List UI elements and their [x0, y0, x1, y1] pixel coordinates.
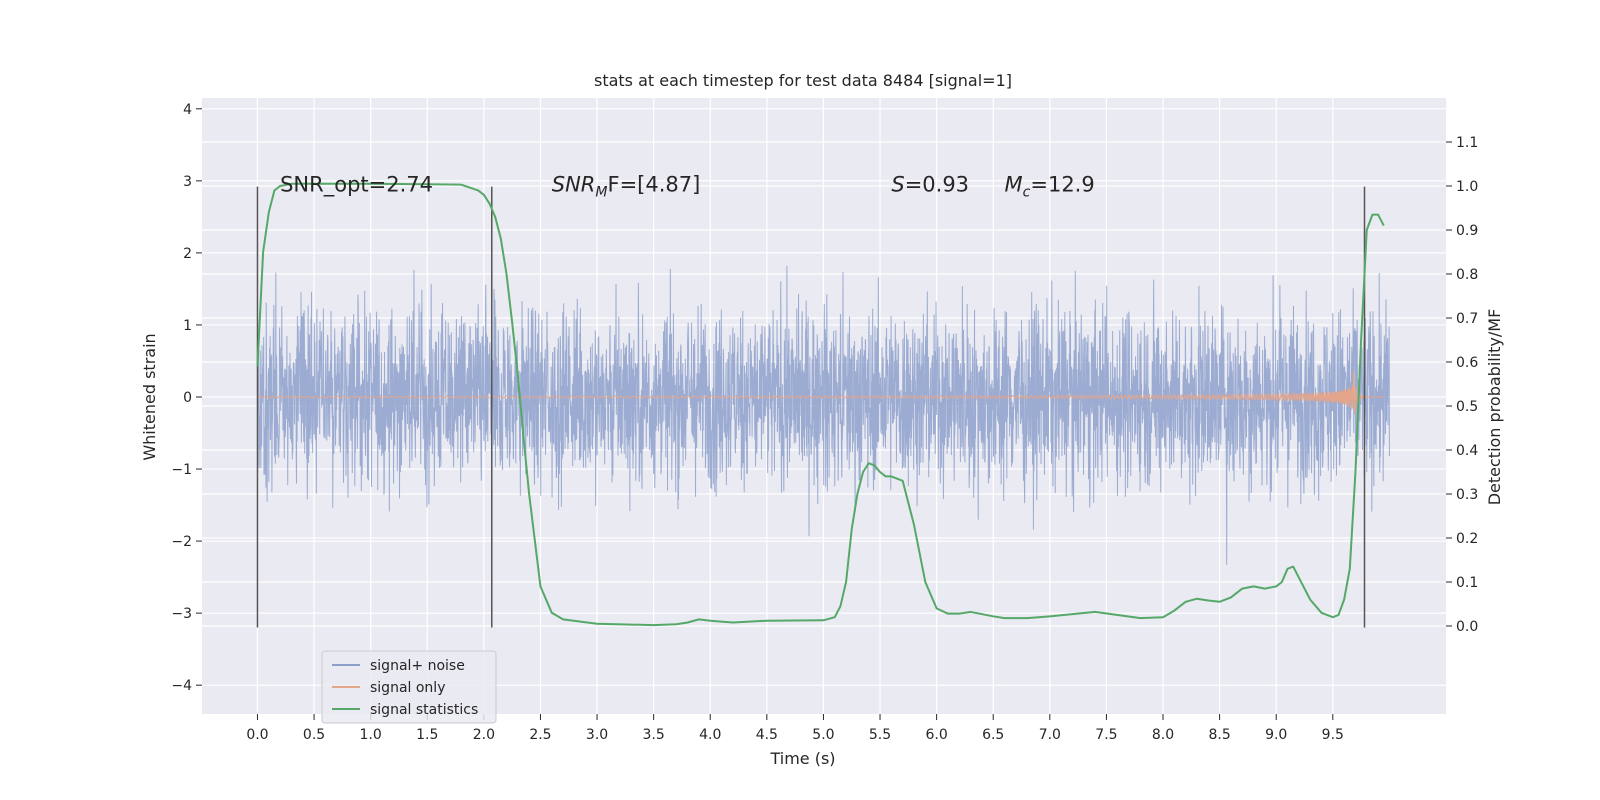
x-tick-label: 4.5	[756, 727, 778, 743]
y-tick-label-left: 1	[183, 318, 192, 334]
y-tick-label-right: 0.0	[1456, 619, 1478, 635]
y-tick-label-left: −4	[171, 678, 192, 694]
y-axis-label-right: Detection probability/MF	[1485, 309, 1504, 506]
legend: signal+ noise signal only signal statistic…	[321, 650, 497, 724]
legend-entry: signal only	[370, 680, 445, 696]
annotation: Mc=12.9	[1005, 172, 1095, 200]
y-axis-left: −4 −3 −2 −1 0 1 2 3 4	[171, 102, 202, 694]
noise-series	[256, 265, 1390, 565]
x-tick-label: 8.5	[1208, 727, 1230, 743]
x-tick-label: 7.0	[1039, 727, 1061, 743]
y-tick-label-left: 2	[183, 246, 192, 262]
x-tick-label: 9.0	[1265, 727, 1287, 743]
x-tick-label: 6.5	[982, 727, 1004, 743]
y-axis-label-left: Whitened strain	[140, 333, 159, 460]
y-tick-label-right: 0.8	[1456, 267, 1478, 283]
x-tick-label: 9.5	[1322, 727, 1344, 743]
x-tick-label: 1.5	[416, 727, 438, 743]
x-tick-label: 4.0	[699, 727, 721, 743]
x-tick-label: 1.0	[360, 727, 382, 743]
y-axis-right: 0.0 0.1 0.2 0.3 0.4 0.5 0.6 0.7 0.8 0.9 1.0 1.1	[1446, 135, 1478, 635]
statistics-series	[256, 182, 1385, 627]
x-tick-label: 6.0	[925, 727, 947, 743]
y-tick-label-right: 1.0	[1456, 179, 1478, 195]
annotation: SNRMF=[4.87]	[552, 172, 701, 200]
y-tick-label-left: −1	[171, 462, 192, 478]
x-axis: 0.0 0.5 1.0 1.5 2.0 2.5 3.0 3.5 4.0 4.5 5.0 5.5 6.0 6…	[246, 714, 1344, 743]
x-tick-label: 2.5	[529, 727, 551, 743]
x-tick-label: 7.5	[1095, 727, 1117, 743]
statistics-line	[256, 182, 1385, 627]
x-tick-label: 8.0	[1152, 727, 1174, 743]
x-tick-label: 5.5	[869, 727, 891, 743]
x-tick-label: 0.0	[246, 727, 268, 743]
x-tick-label: 3.5	[643, 727, 665, 743]
y-tick-label-right: 1.1	[1456, 135, 1478, 151]
y-tick-label-left: 3	[183, 174, 192, 190]
y-tick-label-left: −2	[171, 534, 192, 550]
x-tick-label: 3.0	[586, 727, 608, 743]
x-tick-label: 5.0	[812, 727, 834, 743]
y-tick-label-right: 0.7	[1456, 311, 1478, 327]
y-tick-label-left: −3	[171, 606, 192, 622]
y-tick-label-right: 0.4	[1456, 443, 1478, 459]
x-tick-label: 0.5	[303, 727, 325, 743]
legend-entry: signal+ noise	[370, 658, 465, 674]
x-tick-label: 2.0	[473, 727, 495, 743]
signal-only-series	[257, 370, 1384, 415]
annotations: SNR_opt=2.74 SNRMF=[4.87] S=0.93 Mc=12.9	[280, 172, 1095, 200]
annotation: S=0.93	[891, 172, 969, 196]
y-tick-label-right: 0.1	[1456, 575, 1478, 591]
chart-title: stats at each timestep for test data 848…	[594, 71, 1012, 90]
y-tick-label-right: 0.5	[1456, 399, 1478, 415]
y-tick-label-right: 0.9	[1456, 223, 1478, 239]
annotation: SNR_opt=2.74	[280, 172, 433, 197]
noise-line	[256, 265, 1390, 565]
y-tick-label-left: 0	[183, 390, 192, 406]
y-tick-label-left: 4	[183, 102, 192, 118]
y-tick-label-right: 0.3	[1456, 487, 1478, 503]
legend-entry: signal statistics	[370, 702, 478, 718]
y-tick-label-right: 0.2	[1456, 531, 1478, 547]
legend-box	[321, 650, 497, 724]
x-axis-label: Time (s)	[769, 749, 835, 768]
signal-line	[257, 370, 1384, 415]
y-tick-label-right: 0.6	[1456, 355, 1478, 371]
